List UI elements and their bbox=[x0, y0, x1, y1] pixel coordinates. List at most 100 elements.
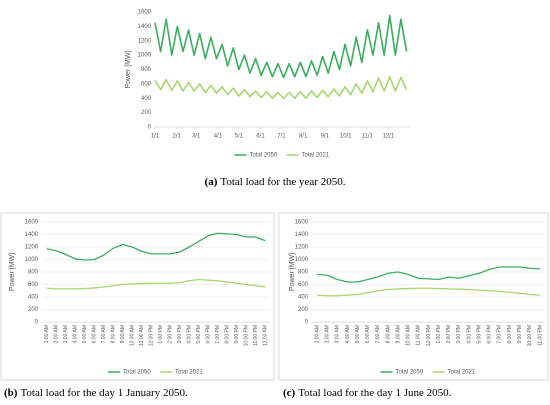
x-tick-label: 9/1 bbox=[321, 134, 330, 140]
chart-frame bbox=[0, 212, 275, 381]
x-tick-label: 2:00 PM bbox=[446, 325, 452, 344]
x-tick-label: 6:00 AM bbox=[92, 325, 98, 343]
x-tick-label: 7:00 PM bbox=[215, 325, 221, 344]
legend-label: Total 2021 bbox=[175, 370, 203, 376]
y-tick-label: 1000 bbox=[138, 53, 152, 59]
y-tick-label: 600 bbox=[298, 282, 309, 288]
legend-label: Total 2050 bbox=[123, 370, 151, 376]
x-tick-label: 4:00 PM bbox=[466, 325, 472, 344]
x-tick-label: 1:00 PM bbox=[158, 325, 164, 344]
x-tick-label: 9:00 AM bbox=[395, 325, 401, 343]
y-tick-label: 800 bbox=[28, 270, 39, 276]
x-tick-label: 10/1 bbox=[340, 134, 352, 140]
x-tick-label: 5:00 PM bbox=[476, 325, 482, 344]
x-tick-label: 7:00 AM bbox=[375, 325, 381, 343]
x-tick-label: 1:00 PM bbox=[436, 325, 442, 344]
y-tick-label: 1000 bbox=[25, 257, 39, 263]
x-tick-label: 7/1 bbox=[277, 134, 286, 140]
x-tick-label: 8:00 AM bbox=[111, 325, 117, 343]
x-tick-label: 9:00 PM bbox=[234, 325, 240, 344]
y-tick-label: 0 bbox=[35, 320, 39, 326]
y-tick-label: 400 bbox=[141, 96, 152, 102]
x-tick-label: 2:00 AM bbox=[325, 325, 331, 343]
x-tick-label: 3/1 bbox=[192, 134, 201, 140]
x-tick-label: 8:00 PM bbox=[507, 325, 513, 344]
y-tick-label: 400 bbox=[28, 295, 39, 301]
series-line bbox=[46, 232, 266, 261]
x-tick-label: 4:00 AM bbox=[73, 325, 79, 343]
x-tick-label: 5:00 PM bbox=[196, 325, 202, 344]
x-tick-label: 1:00 AM bbox=[314, 325, 320, 343]
y-tick-label: 1400 bbox=[138, 24, 152, 30]
x-tick-label: 11:00 PM bbox=[537, 325, 543, 346]
caption-text: Total load for the year 2050. bbox=[220, 176, 345, 188]
x-tick-label: 12:00 PM bbox=[149, 325, 155, 346]
y-axis-label: Power [MW] bbox=[289, 253, 296, 291]
y-tick-label: 600 bbox=[28, 282, 39, 288]
y-tick-label: 400 bbox=[298, 295, 309, 301]
y-tick-label: 200 bbox=[298, 307, 309, 313]
legend-label: Total 2021 bbox=[448, 370, 476, 376]
x-tick-label: 3:00 AM bbox=[335, 325, 341, 343]
x-tick-label: 10:00 PM bbox=[244, 325, 250, 346]
x-tick-label: 2/1 bbox=[172, 134, 181, 140]
x-tick-label: 5:00 AM bbox=[355, 325, 361, 343]
x-tick-label: 10:00 PM bbox=[527, 325, 533, 346]
x-tick-label: 2:00 PM bbox=[168, 325, 174, 344]
y-tick-label: 0 bbox=[148, 125, 152, 131]
caption-text: Total load for the day 1 January 2050. bbox=[20, 387, 187, 399]
legend-label: Total 2050 bbox=[396, 370, 424, 376]
caption: (b) Total load for the day 1 January 2050… bbox=[4, 387, 188, 399]
x-tick-label: 6:00 PM bbox=[206, 325, 212, 344]
x-tick-label: 3:00 PM bbox=[456, 325, 462, 344]
y-tick-label: 800 bbox=[298, 270, 309, 276]
y-tick-label: 1200 bbox=[295, 245, 309, 251]
x-tick-label: 10:00 AM bbox=[130, 325, 136, 346]
x-tick-label: 10:00 AM bbox=[406, 325, 412, 346]
y-axis-label: Power [MW] bbox=[125, 50, 132, 88]
x-tick-label: 3:00 AM bbox=[63, 325, 69, 343]
x-tick-label: 3:00 PM bbox=[177, 325, 183, 344]
series-line bbox=[317, 266, 540, 283]
x-tick-label: 7:00 PM bbox=[497, 325, 503, 344]
y-tick-label: 1000 bbox=[295, 257, 309, 263]
x-tick-label: 11:00 PM bbox=[253, 325, 259, 346]
legend-label: Total 2021 bbox=[302, 153, 330, 159]
x-tick-label: 8:00 AM bbox=[385, 325, 391, 343]
x-tick-label: 1/1 bbox=[151, 134, 160, 140]
y-tick-label: 600 bbox=[141, 81, 152, 87]
series-line bbox=[154, 75, 408, 100]
y-tick-label: 1600 bbox=[25, 220, 39, 226]
x-tick-label: 11:00 AM bbox=[139, 325, 145, 346]
y-tick-label: 1600 bbox=[295, 220, 309, 226]
x-tick-label: 6:00 AM bbox=[365, 325, 371, 343]
x-tick-label: 8/1 bbox=[299, 134, 308, 140]
caption-text: Total load for the day 1 June 2050. bbox=[298, 387, 451, 399]
series-line bbox=[154, 14, 408, 79]
x-tick-label: 6/1 bbox=[256, 134, 265, 140]
x-tick-label: 5/1 bbox=[235, 134, 244, 140]
x-tick-label: 6:00 PM bbox=[487, 325, 493, 344]
x-tick-label: 9:00 AM bbox=[120, 325, 126, 343]
x-tick-label: 4:00 AM bbox=[345, 325, 351, 343]
y-tick-label: 1400 bbox=[295, 232, 309, 238]
caption-label: (a) bbox=[205, 176, 218, 188]
caption: (a) Total load for the year 2050. bbox=[205, 176, 346, 188]
y-tick-label: 1200 bbox=[25, 245, 39, 251]
series-line bbox=[46, 278, 266, 290]
x-tick-label: 8:00 PM bbox=[225, 325, 231, 344]
caption-label: (c) bbox=[283, 387, 296, 399]
y-tick-label: 800 bbox=[141, 67, 152, 73]
x-tick-label: 5:00 AM bbox=[82, 325, 88, 343]
series-line bbox=[317, 287, 540, 297]
x-tick-label: 12:00 PM bbox=[426, 325, 432, 346]
x-tick-label: 9:00 PM bbox=[517, 325, 523, 344]
x-tick-label: 1:00 AM bbox=[44, 325, 50, 343]
y-tick-label: 200 bbox=[141, 110, 152, 116]
y-tick-label: 1200 bbox=[138, 38, 152, 44]
x-tick-label: 12:00 AM bbox=[263, 325, 269, 346]
x-tick-label: 4/1 bbox=[214, 134, 223, 140]
x-tick-label: 11:00 AM bbox=[416, 325, 422, 346]
